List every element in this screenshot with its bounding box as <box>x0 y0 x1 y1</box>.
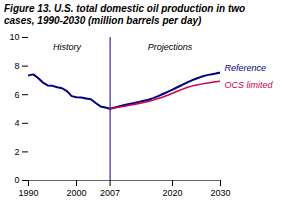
svg-text:History: History <box>53 42 82 52</box>
svg-text:10: 10 <box>9 32 19 42</box>
svg-text:2000: 2000 <box>66 188 86 198</box>
html-text:Figure 13. U.S. total domestic: Figure 13. U.S. total domestic oil produ… <box>4 3 246 26</box>
svg-text:OCS limited: OCS limited <box>225 80 274 90</box>
svg-text:0: 0 <box>14 175 19 185</box>
svg-text:1990: 1990 <box>18 188 38 198</box>
svg-text:Reference: Reference <box>225 63 267 73</box>
svg-text:2020: 2020 <box>162 188 182 198</box>
svg-text:2030: 2030 <box>210 188 230 198</box>
svg-text:8: 8 <box>14 61 19 71</box>
svg-text:2007: 2007 <box>100 188 120 198</box>
svg-text:4: 4 <box>14 118 19 128</box>
svg-text:6: 6 <box>14 90 19 100</box>
svg-text:Projections: Projections <box>148 42 193 52</box>
svg-text:2: 2 <box>14 147 19 157</box>
